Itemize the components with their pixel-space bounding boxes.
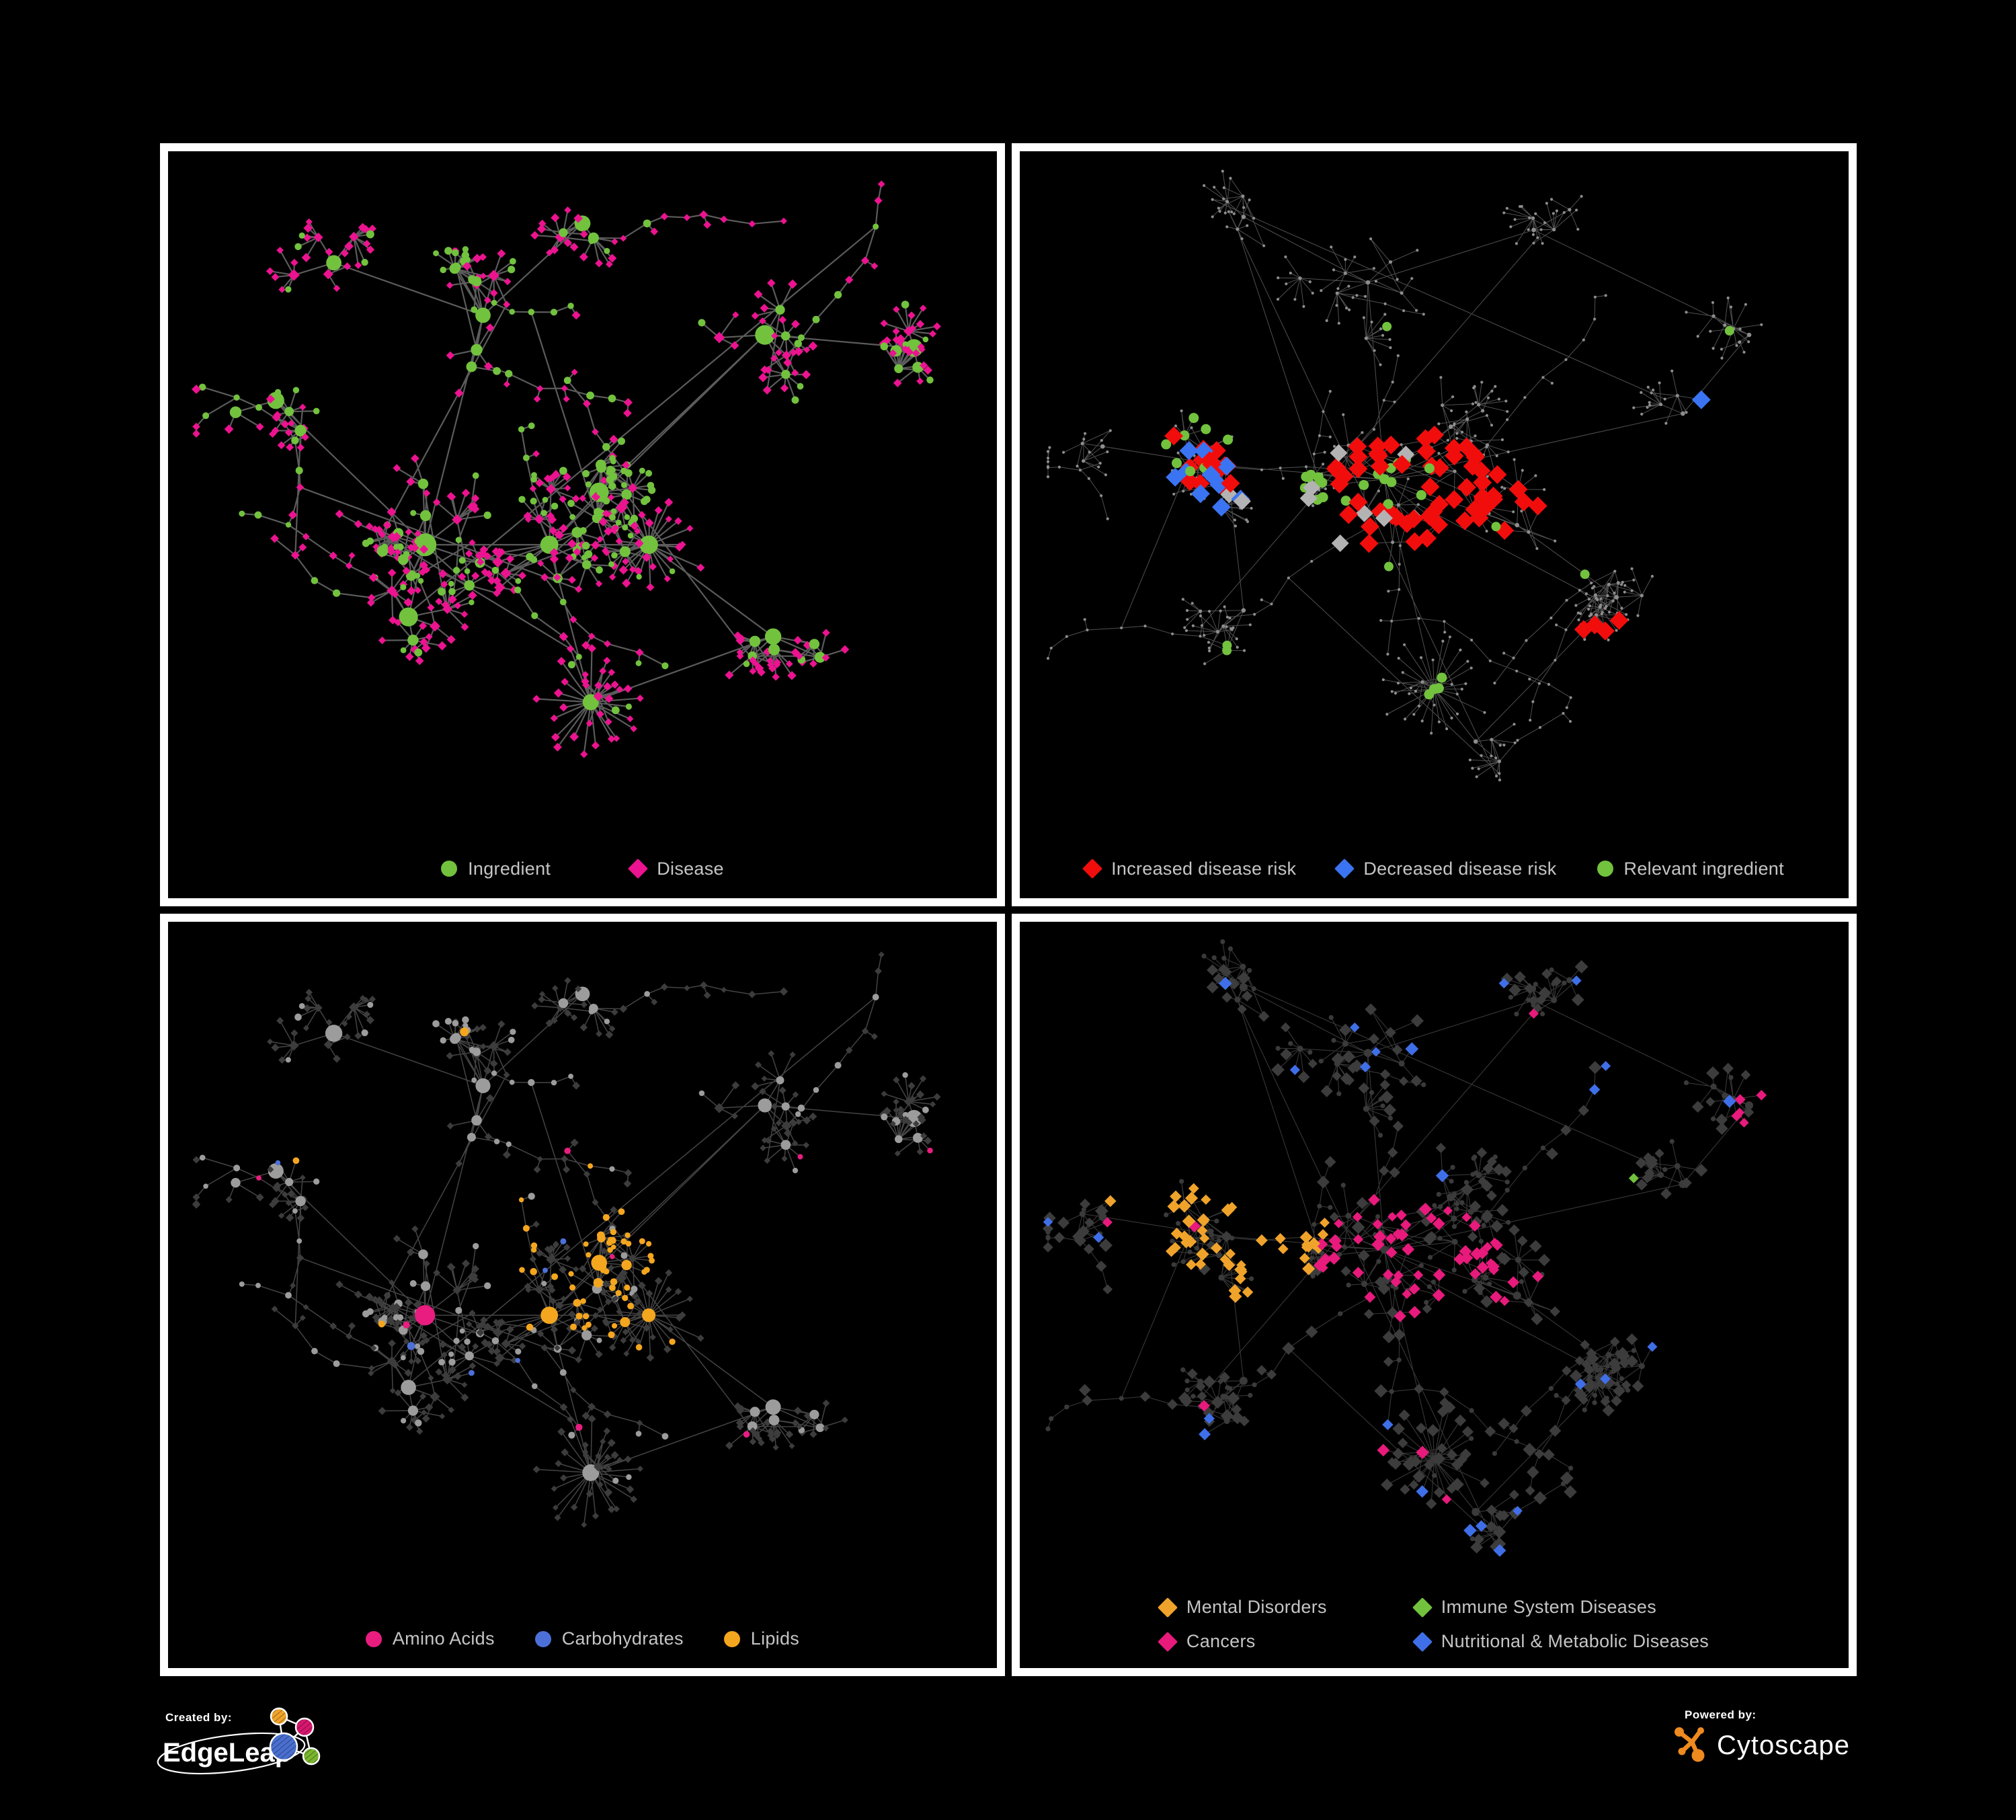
- nutritional-metabolic-diamond-marker: [1412, 1631, 1433, 1652]
- ingredient-disease-network-graph: [192, 180, 941, 758]
- increased-risk-diamond-marker: [1082, 859, 1103, 879]
- carbohydrates-circle-marker: [534, 1630, 551, 1647]
- legend: Amino Acids Carbohydrates Lipids: [168, 1628, 997, 1649]
- mental-disorders-diamond-marker: [1157, 1597, 1178, 1618]
- legend-item: Decreased disease risk: [1334, 858, 1557, 879]
- panel-nutrient-classes: Amino Acids Carbohydrates Lipids: [160, 913, 1005, 1676]
- lipids-circle-marker: [723, 1630, 740, 1647]
- legend-item: Immune System Diseases: [1412, 1597, 1709, 1618]
- disease-diamond-marker: [628, 859, 649, 879]
- legend-label: Ingredient: [468, 858, 551, 879]
- legend-label: Amino Acids: [392, 1628, 495, 1649]
- panel-disease-classes: Mental Disorders Cancers Immune System D…: [1012, 913, 1857, 1676]
- legend-item: Mental Disorders: [1157, 1597, 1327, 1618]
- legend-item: Disease: [628, 858, 724, 879]
- edgeleap-orange-node: [270, 1707, 288, 1726]
- cancers-diamond-marker: [1157, 1631, 1178, 1652]
- edgeleap-green-node: [302, 1747, 321, 1766]
- legend-label: Mental Disorders: [1186, 1597, 1327, 1617]
- powered-by-label: Powered by:: [1685, 1708, 1757, 1721]
- cytoscape-icon: [1675, 1727, 1705, 1762]
- nutrient-class-network-graph: [192, 951, 941, 1528]
- panels-grid: Ingredient Disease Increased disease ris…: [160, 143, 1857, 1676]
- edgeleap-branding: Created by: EdgeLeap: [157, 1707, 321, 1775]
- cytoscape-branding: Powered by: Cytoscape: [1675, 1708, 1850, 1762]
- legend: Mental Disorders Cancers Immune System D…: [1020, 1597, 1849, 1652]
- legend-item: Amino Acids: [365, 1628, 495, 1649]
- edgeleap-magenta-node: [294, 1717, 315, 1737]
- disease-risk-network-graph: [1046, 169, 1763, 782]
- edgeleap-swoosh: [157, 1732, 306, 1775]
- relevant-ingredient-circle-marker: [1597, 861, 1613, 877]
- legend-item: Ingredient: [441, 859, 551, 879]
- legend-item: Relevant ingredient: [1597, 859, 1784, 879]
- created-by-label: Created by:: [165, 1711, 232, 1724]
- legend: Ingredient Disease: [168, 859, 997, 879]
- edgeleap-network-logo: [269, 1707, 321, 1766]
- immune-diseases-diamond-marker: [1412, 1597, 1433, 1618]
- legend-item: Cancers: [1157, 1631, 1327, 1652]
- panel-disease-risk: Increased disease risk Decreased disease…: [1012, 143, 1857, 906]
- legend-label: Immune System Diseases: [1441, 1597, 1656, 1617]
- decreased-risk-diamond-marker: [1334, 859, 1355, 879]
- disease-class-network-graph: [1042, 939, 1767, 1557]
- legend-label: Nutritional & Metabolic Diseases: [1441, 1631, 1709, 1651]
- legend-label: Increased disease risk: [1111, 858, 1297, 879]
- amino-acids-circle-marker: [365, 1630, 382, 1647]
- cytoscape-wordmark: Cytoscape: [1717, 1731, 1850, 1760]
- legend-item: Lipids: [723, 1628, 800, 1649]
- legend-label: Carbohydrates: [561, 1628, 684, 1649]
- legend-item: Increased disease risk: [1082, 858, 1297, 879]
- legend-label: Disease: [657, 858, 724, 879]
- legend-item: Carbohydrates: [534, 1628, 684, 1649]
- panel-ingredient-disease: Ingredient Disease: [160, 143, 1005, 906]
- legend-label: Decreased disease risk: [1363, 858, 1557, 879]
- ingredient-circle-marker: [441, 861, 458, 877]
- legend: Increased disease risk Decreased disease…: [1020, 859, 1849, 879]
- legend-label: Cancers: [1186, 1631, 1256, 1651]
- legend-item: Nutritional & Metabolic Diseases: [1412, 1631, 1709, 1652]
- legend-label: Lipids: [750, 1628, 800, 1649]
- legend-label: Relevant ingredient: [1623, 858, 1784, 879]
- edgeleap-wordmark: EdgeLeap: [163, 1738, 291, 1768]
- edgeleap-blue-node: [269, 1732, 298, 1762]
